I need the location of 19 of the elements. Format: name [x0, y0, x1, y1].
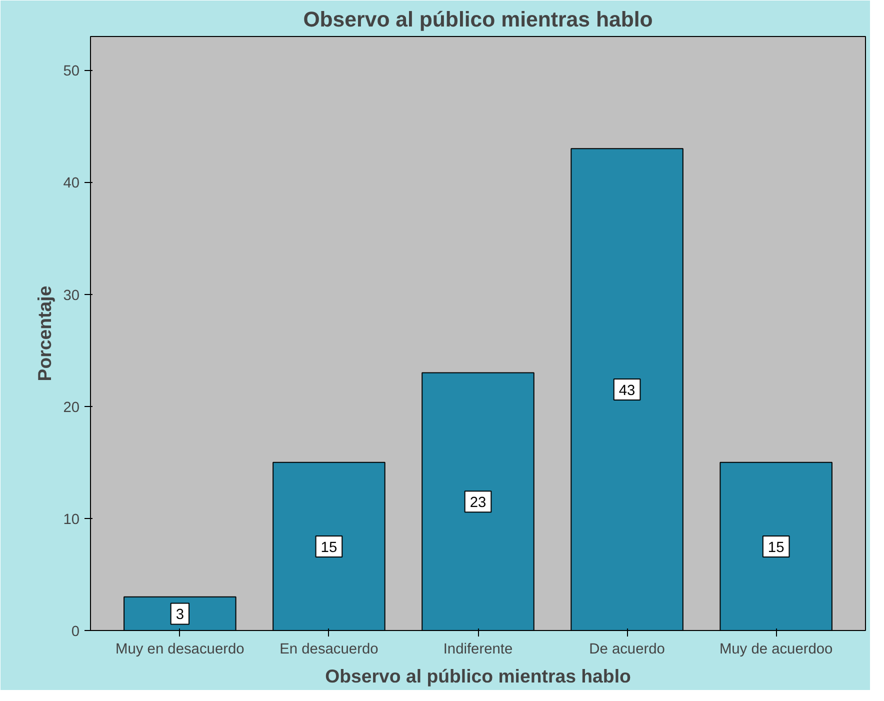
data-label: 43	[618, 383, 636, 400]
x-tick-label: En desacuerdo	[280, 642, 378, 658]
y-tick-label: 40	[63, 176, 80, 192]
y-tick-label: 0	[71, 624, 80, 640]
y-tick-label: 50	[63, 64, 80, 80]
y-tick-label: 10	[63, 512, 80, 528]
y-tick-label: 30	[63, 288, 80, 304]
chart-title: Observo al público mientras hablo	[303, 8, 653, 32]
x-tick-label: Muy de acuerdoo	[719, 642, 833, 658]
x-tick-label: Muy en desacuerdo	[116, 642, 244, 658]
data-label: 15	[768, 540, 784, 556]
data-label: 3	[176, 607, 184, 624]
x-axis-title: Observo al público mientras hablo	[325, 666, 631, 686]
x-tick-label: Indiferente	[443, 642, 513, 658]
data-label: 23	[470, 495, 486, 512]
y-tick-label: 20	[63, 400, 80, 416]
x-tick-label: De acuerdo	[589, 642, 665, 658]
y-axis-title: Porcentaje	[34, 286, 56, 382]
data-label: 15	[320, 540, 338, 556]
